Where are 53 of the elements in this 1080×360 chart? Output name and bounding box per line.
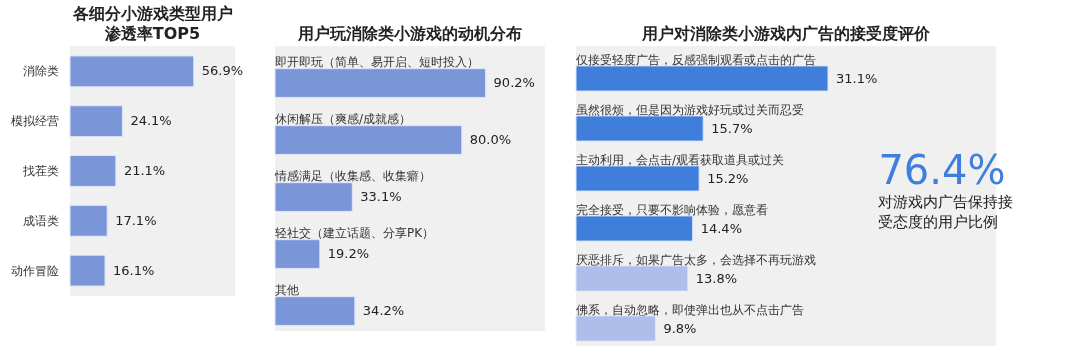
data-label: 17.1% [115,212,157,228]
y-tick-label: 虽然很烦，但是因为游戏好玩或过关而忍受 [576,103,804,117]
chart-title: 用户对消除类小游戏内广告的接受度评价 [641,24,931,43]
bar [69,105,123,138]
y-tick-label: 消除类 [22,64,59,79]
bar [69,155,117,187]
data-label: 34.2% [362,303,405,319]
data-label: 14.4% [700,220,742,236]
chart-title: 用户玩消除类小游戏的动机分布 [297,24,522,43]
bar [274,296,356,326]
bar [69,55,195,88]
bar [274,68,487,98]
text: 对游戏内广告保持接受态度的用户比例 [878,193,1014,231]
bar [575,115,704,142]
bar [575,265,689,292]
data-label: 15.2% [707,170,749,186]
bar [274,182,353,212]
data-label: 80.0% [469,132,512,148]
bar [575,215,694,242]
data-label: 56.9% [201,63,244,79]
data-label: 21.1% [123,163,166,178]
y-tick-label: 完全接受，只要不影响体验，愿意看 [576,203,768,217]
y-tick-label: 成语类 [22,213,59,228]
bar [575,65,829,92]
y-tick-label: 其他 [275,282,299,297]
data-label: 15.7% [711,120,753,136]
bar [69,204,108,237]
text: 76.4% [878,147,1006,193]
data-label: 9.8% [663,320,697,336]
data-label: 16.1% [113,262,155,278]
bar [274,125,463,155]
y-tick-label: 找茬类 [21,164,59,178]
data-label: 13.8% [695,270,738,286]
bar [575,165,700,192]
y-tick-label: 模拟经营 [10,114,59,129]
y-tick-label: 厌恶排斥，如果广告太多，会选择不再玩游戏 [576,253,816,267]
chart-title: 各细分小游戏类型用户渗透率TOP5 [71,4,233,43]
bar [69,254,106,287]
y-tick-label: 仅接受轻度广告，反感强制观看或点击的广告 [576,53,816,67]
y-tick-label: 即开即玩（简单、易开启、短时投入） [275,54,479,69]
bar [575,315,656,342]
data-label: 31.1% [836,70,878,86]
data-label: 33.1% [360,189,402,205]
data-label: 19.2% [327,246,370,262]
data-label: 24.1% [130,113,172,129]
y-tick-label: 佛系，自动忽略，即使弹出也从不点击广告 [576,303,804,317]
y-tick-label: 休闲解压（爽感/成就感） [275,111,412,126]
y-tick-label: 轻社交（建立话题、分享PK） [275,225,435,240]
y-tick-label: 动作冒险 [10,263,59,278]
y-tick-label: 情感满足（收集感、收集癖） [274,168,431,183]
y-tick-label: 主动利用，会点击/观看获取道具或过关 [576,153,785,167]
bar [274,239,321,269]
data-label: 90.2% [493,75,535,91]
